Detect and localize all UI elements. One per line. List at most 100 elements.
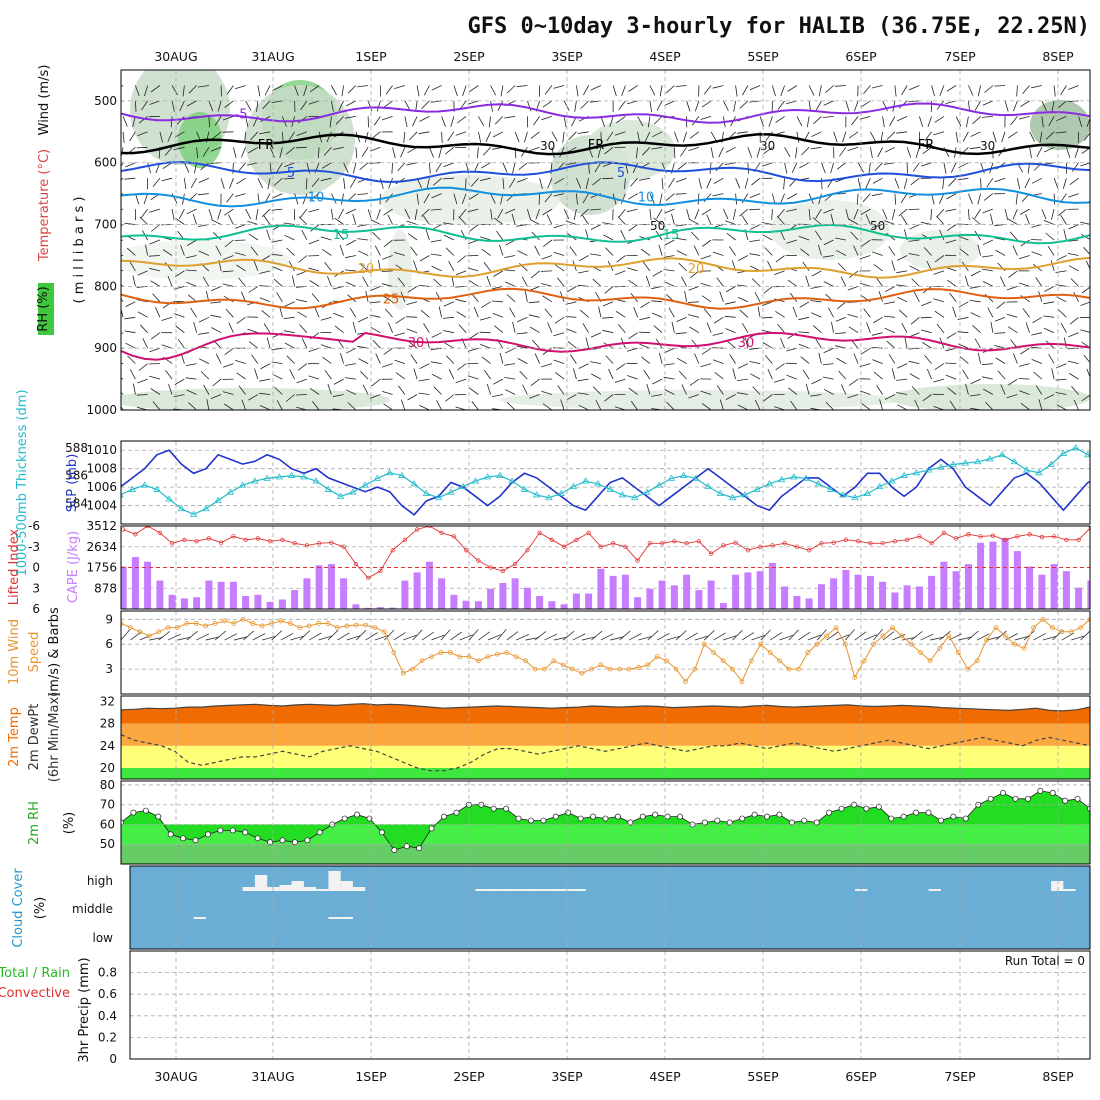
wind-barb [284,342,295,349]
wind-barb [972,116,981,125]
wind-barb [336,230,344,241]
wind-barb [381,283,393,287]
wind-barb [987,307,994,318]
axis-label-slp: SLP (mb) [65,454,80,513]
wind-barb [594,162,602,173]
wind-barb [490,209,493,221]
wind-barb [174,378,185,385]
wind-barb [861,239,871,247]
wind-barb [288,261,295,272]
wind-barb [259,131,271,135]
wind-barb [143,193,148,205]
y-tick-label: 80 [100,778,115,792]
wind-barb [494,325,504,334]
wind-barb [882,631,895,641]
wind-barb [590,85,602,91]
wind-barb [710,147,714,159]
wind-barb [493,378,504,385]
wind-barb [252,633,266,641]
li-marker [488,565,493,570]
wind-barb [223,403,234,410]
wind-barb [702,239,712,247]
wind-barb [664,389,675,395]
wind-barb [810,146,822,150]
wind-barb [626,100,638,105]
wind-barb [1043,315,1055,318]
wind-barb [955,116,962,127]
thickness-marker [1010,457,1019,465]
wind-barb [185,363,197,366]
wind-barb [198,358,210,364]
y-tick-label: 6 [105,637,113,651]
wind-barb [779,634,793,641]
wind-barb [177,338,185,349]
wind-barb [192,213,197,225]
wind-barb [974,208,981,219]
wind-barb [580,208,589,217]
wind-barb [125,301,136,307]
wind-barb [688,314,699,318]
cloud-bar [524,889,537,891]
wind-barb [800,356,810,364]
wind-barb [491,300,503,303]
wind-barb [341,85,344,97]
cloud-level-label: high [87,874,113,888]
wind-barb [1012,208,1018,220]
wind-barb [1036,147,1043,158]
wind-barb [553,85,565,89]
wind-barb [732,209,736,220]
wind-barb [884,220,896,225]
wind-barb [562,131,565,143]
wind-barb [395,372,406,380]
cape-bar [523,587,531,609]
wind-barb [644,131,651,142]
wind-barb [343,178,346,190]
wind-barb [1019,282,1030,287]
wind-barb [340,352,344,364]
wind-barb [919,116,924,128]
wind-barb [591,373,602,380]
wind-barb [391,162,393,174]
wind-barb [529,326,540,334]
wind-barb [259,405,271,410]
wind-barb [924,131,932,141]
wind-barb [228,322,234,333]
wind-barb [911,278,920,287]
wind-barb [926,368,932,380]
wind-barb [906,147,912,158]
wind-barb [430,253,442,256]
band-yellow [121,745,1090,768]
wind-barb [921,301,932,307]
wind-barb [506,631,519,641]
wind-barb [723,208,729,220]
wind-barb [394,252,406,256]
wind-barb [279,147,283,159]
cape-bar [156,580,164,609]
wind-barb [651,394,663,397]
wind-barb [285,146,295,155]
wind-marker [852,675,858,680]
wind-barb [1044,394,1055,400]
thickness-marker [422,489,431,496]
wind-barb [759,116,764,127]
wind-barb [333,378,344,385]
wind-barb [1071,386,1079,395]
wind-barb [611,409,614,410]
wind-barb [628,387,638,395]
thickness-marker [300,473,308,480]
rh-content [121,787,1090,854]
thickness-marker [814,480,823,487]
wind-barb [872,359,883,364]
wind-barb [541,255,553,260]
wind-barb [1001,131,1006,143]
rh-marker [875,803,882,810]
wind-barb [344,363,356,366]
thickness-marker [594,480,602,487]
rh-marker [577,815,584,822]
wind-barb [823,239,834,246]
thickness-marker [226,488,235,495]
wind-barb [651,286,663,290]
wind-barb [261,208,271,217]
